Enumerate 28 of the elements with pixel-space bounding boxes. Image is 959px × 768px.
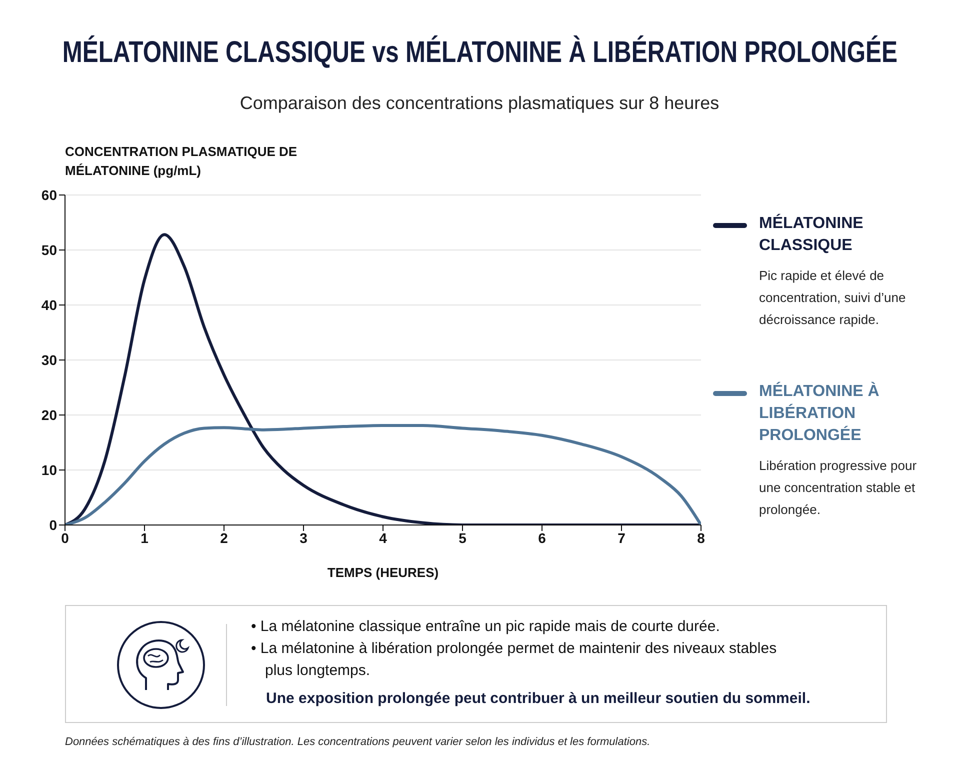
x-tick-label: 4 (379, 530, 388, 546)
chart-subtitle: Comparaison des concentrations plasmatiques sur 8 heures (238, 93, 720, 114)
y-tick-label: 50 (41, 242, 58, 258)
y-tick-label: 60 (41, 186, 58, 203)
y-tick-label: 40 (41, 296, 58, 313)
text: Pic rapide et élevé de concentration, suivi d’une décroissance rapide. (759, 267, 907, 329)
text: Une exposition prolongée peut contribuer à un meilleur soutien du sommeil. (266, 690, 810, 707)
chart-title: MÉLATONINE CLASSIQUE vs MÉLATONINE À LIBÉRATION PROLONGÉE (62, 36, 898, 70)
x-tick-label: 1 (140, 530, 149, 546)
x-tick-label: 3 (300, 530, 308, 546)
x-tick-label: 6 (538, 530, 546, 546)
text: Libération progressive pour une concentration stable et prolongée. (759, 457, 918, 519)
text: • La mélatonine à libération prolongée permet de maintenir des niveaux stables plus longtemps. (251, 639, 778, 681)
x-tick-label: 0 (61, 530, 70, 546)
x-axis-title: TEMPS (HEURES) (327, 565, 439, 580)
x-tick-label: 5 (458, 530, 467, 546)
x-tick-label: 8 (697, 530, 706, 546)
y-tick-label: 20 (41, 406, 58, 423)
legend-label: MÉLATONINE CLASSIQUE (759, 213, 864, 256)
legend-label: MÉLATONINE À LIBÉRATION PROLONGÉE (759, 381, 880, 446)
y-tick-label: 10 (41, 462, 58, 478)
x-tick-label: 2 (220, 530, 228, 546)
text: Données schématiques à des fins d’illustration. Les concentrations peuvent varier selon les individus et les formulations. (65, 736, 650, 748)
y-axis-title: CONCENTRATION PLASMATIQUE DE MÉLATONINE (pg/mL) (65, 143, 298, 180)
y-tick-label: 30 (41, 352, 58, 368)
text: • La mélatonine classique entraîne un pic rapide mais de courte durée. (251, 617, 721, 637)
x-tick-label: 7 (618, 530, 626, 546)
y-tick-label: 0 (49, 516, 58, 533)
